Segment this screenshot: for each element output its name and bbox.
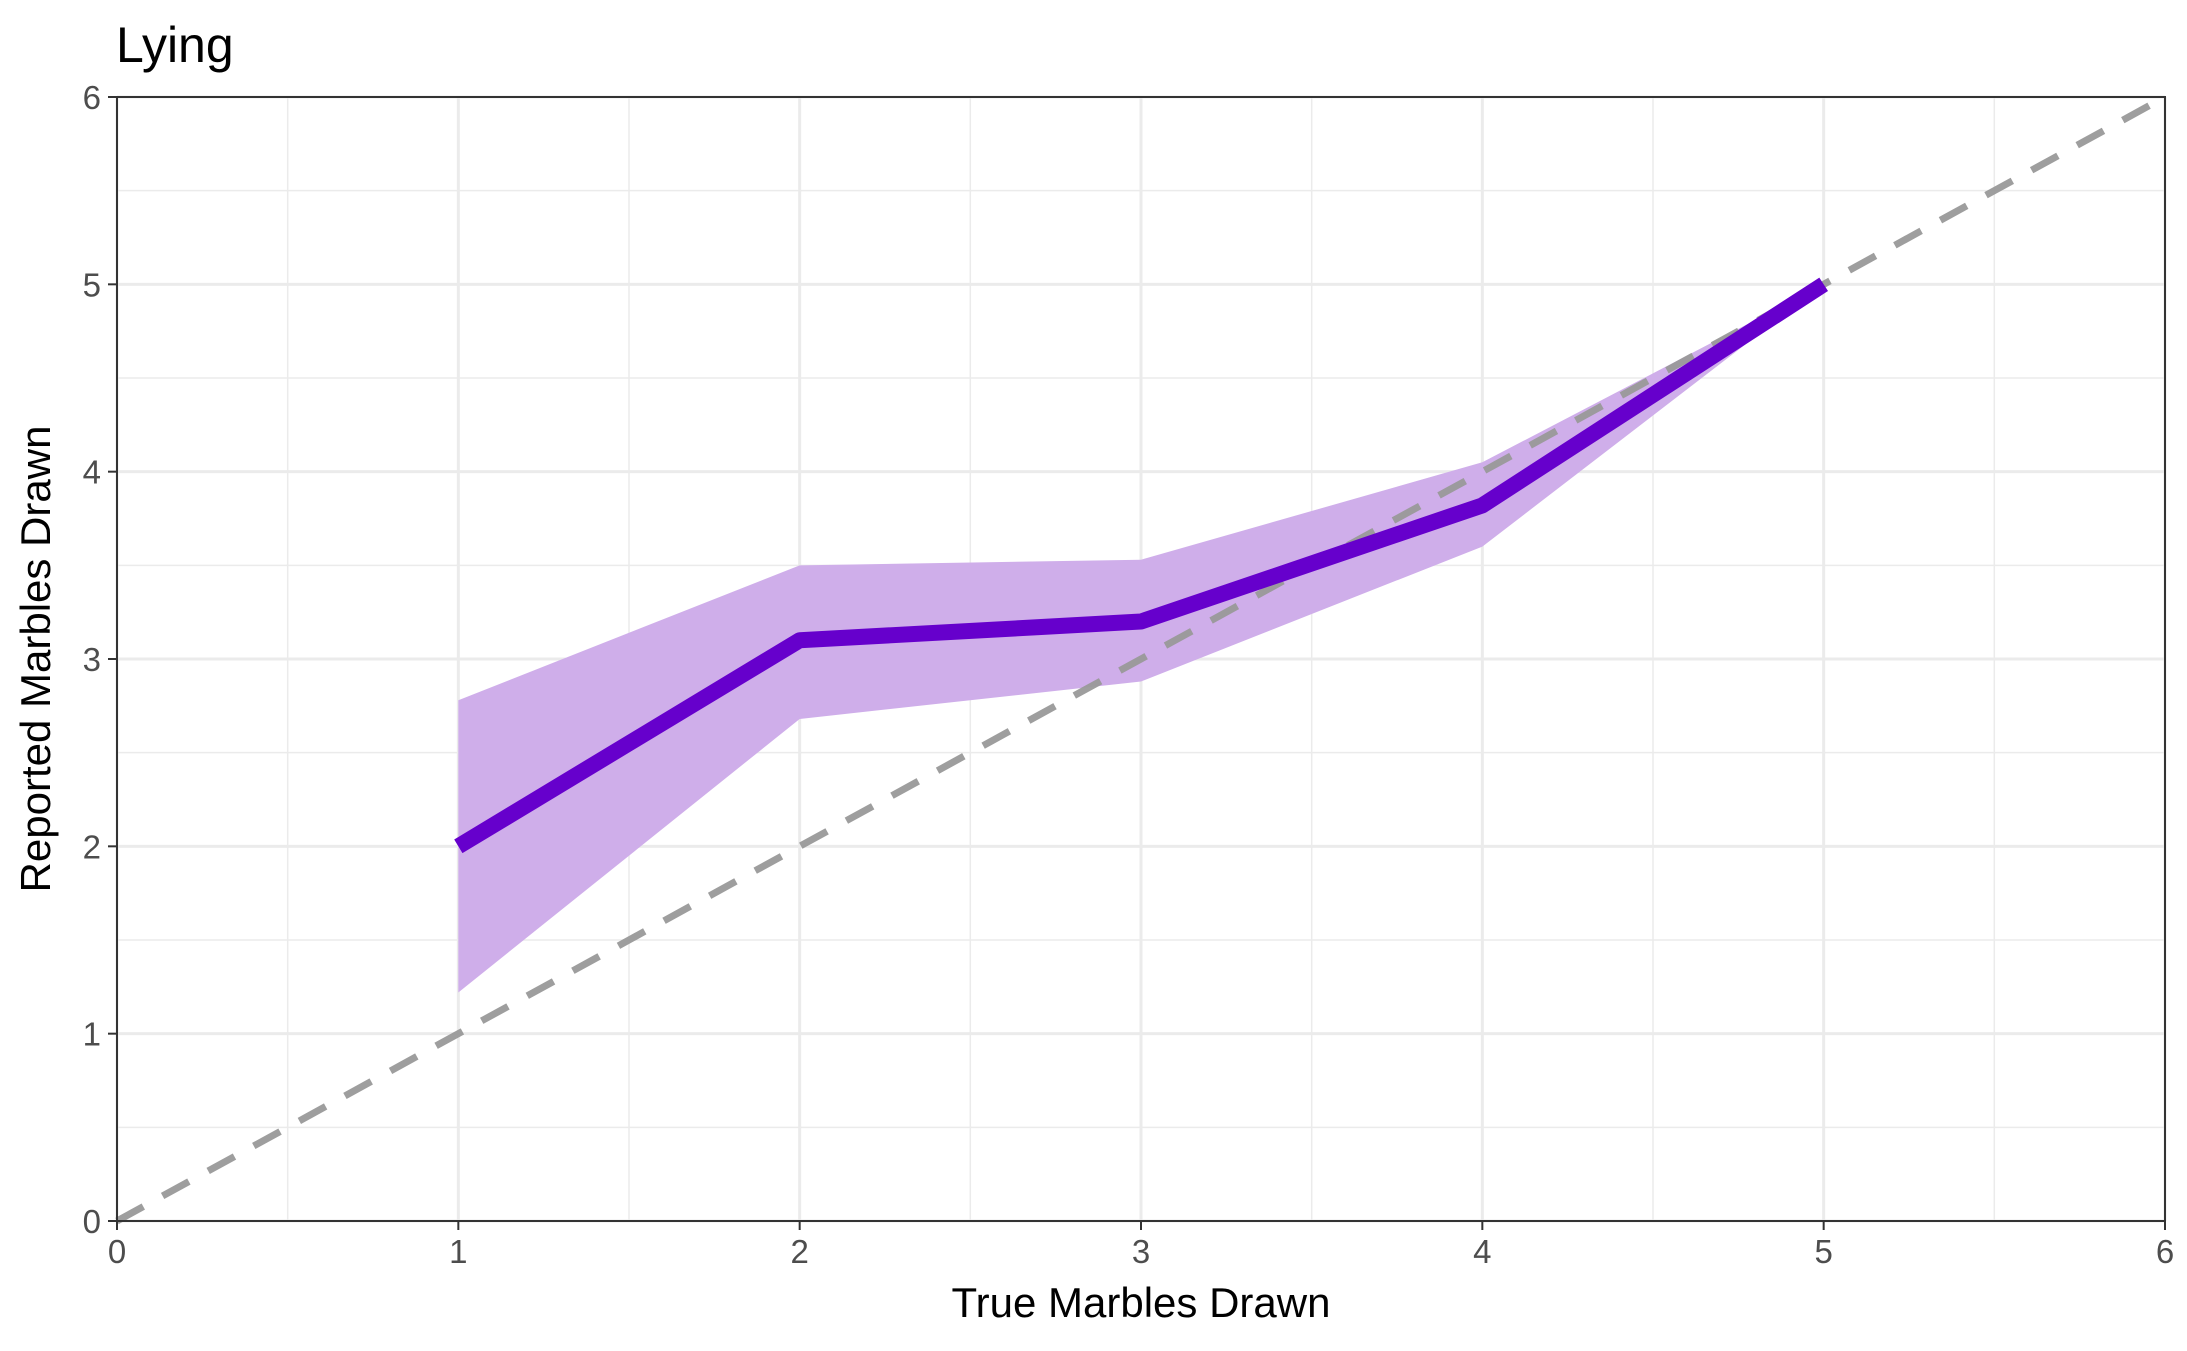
confidence-band (458, 284, 1824, 993)
y-axis-ticks: 0 1 2 3 4 5 6 (83, 79, 117, 1240)
y-tick-label: 3 (83, 641, 101, 678)
x-tick-label: 0 (108, 1233, 126, 1270)
series-line-layer (454, 277, 1829, 854)
x-tick-label: 5 (1814, 1233, 1832, 1270)
x-tick-label: 4 (1473, 1233, 1491, 1270)
confidence-band-layer (458, 284, 1824, 993)
chart-title: Lying (116, 17, 234, 73)
x-axis-label: True Marbles Drawn (952, 1279, 1331, 1326)
y-tick-label: 6 (83, 79, 101, 116)
x-tick-label: 2 (790, 1233, 808, 1270)
y-axis-label: Reported Marbles Drawn (12, 426, 59, 893)
x-tick-label: 1 (449, 1233, 467, 1270)
x-axis-ticks: 0 1 2 3 4 5 6 (108, 1221, 2174, 1270)
x-tick-label: 6 (2156, 1233, 2174, 1270)
y-tick-label: 1 (83, 1016, 101, 1053)
y-tick-label: 2 (83, 828, 101, 865)
x-tick-label: 3 (1132, 1233, 1150, 1270)
y-tick-label: 5 (83, 266, 101, 303)
y-tick-label: 0 (83, 1203, 101, 1240)
y-tick-label: 4 (83, 454, 101, 491)
